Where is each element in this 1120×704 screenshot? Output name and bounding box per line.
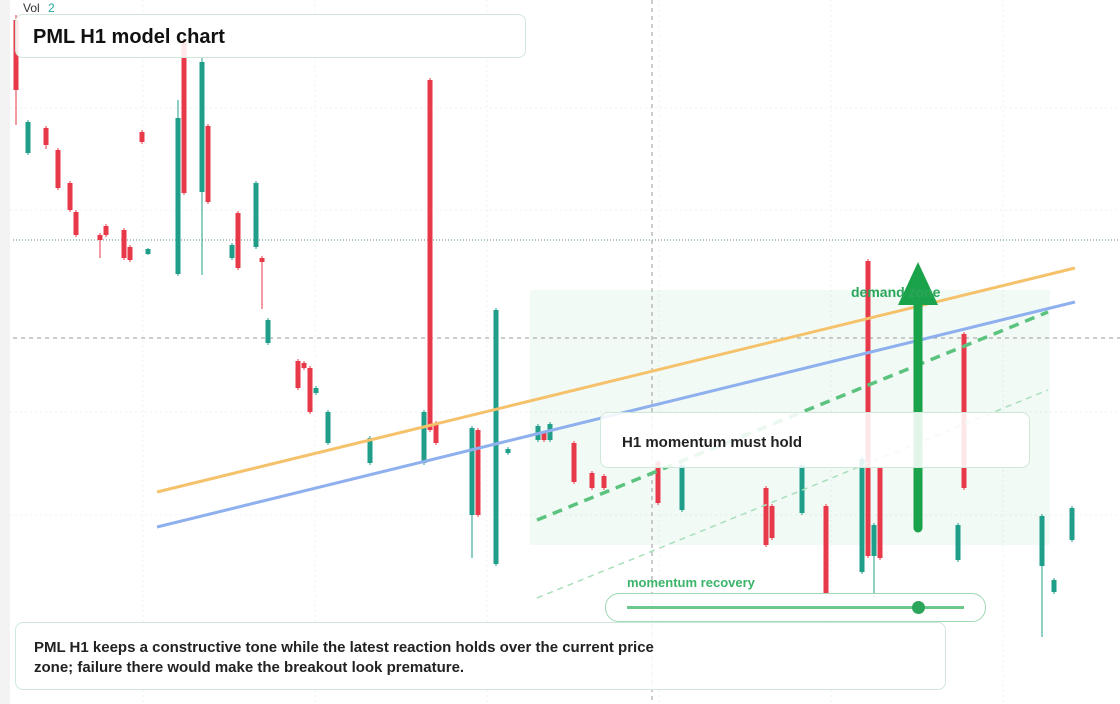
slider[interactable] bbox=[605, 593, 986, 622]
candle-body bbox=[253, 183, 259, 247]
candle-body bbox=[421, 412, 427, 463]
channel-line-lower bbox=[536, 389, 1049, 599]
candle-body bbox=[205, 126, 211, 202]
candle-body bbox=[955, 525, 961, 560]
callout-box: H1 momentum must hold bbox=[600, 412, 1030, 468]
candle-body bbox=[103, 226, 109, 235]
candle-body bbox=[505, 449, 511, 453]
grid bbox=[10, 0, 1120, 704]
candle-body bbox=[799, 465, 805, 513]
candle-body bbox=[679, 465, 685, 510]
candle-body bbox=[127, 247, 133, 260]
volume-value: 2 bbox=[48, 1, 55, 15]
zone-label: demand zone bbox=[851, 284, 941, 300]
candle-body bbox=[1069, 508, 1075, 540]
candle-body bbox=[139, 132, 145, 142]
volume-label: Vol bbox=[23, 1, 40, 15]
candle-body bbox=[25, 122, 31, 153]
callout-text: H1 momentum must hold bbox=[622, 434, 803, 451]
candle-body bbox=[121, 230, 127, 258]
candle-body bbox=[145, 249, 151, 254]
title-box: PML H1 model chart bbox=[15, 14, 526, 58]
candle-body bbox=[589, 473, 595, 488]
candle-body bbox=[67, 183, 73, 210]
candle-body bbox=[235, 213, 241, 268]
left-edge bbox=[0, 0, 10, 704]
candle-body bbox=[763, 488, 769, 545]
note-text: PML H1 keeps a constructive tone while t… bbox=[34, 639, 654, 676]
candle-body bbox=[175, 118, 181, 274]
candle-body bbox=[367, 438, 373, 463]
candle-body bbox=[859, 459, 865, 572]
slider-knob[interactable] bbox=[912, 601, 925, 614]
candle-body bbox=[769, 506, 775, 538]
candle-body bbox=[427, 80, 433, 430]
candle-body bbox=[541, 433, 547, 440]
candle-body bbox=[823, 506, 829, 594]
candle-body bbox=[325, 412, 331, 443]
chart-title: PML H1 model chart bbox=[33, 26, 225, 48]
candle-body bbox=[301, 363, 307, 368]
candle-body bbox=[433, 423, 439, 443]
note-box: PML H1 keeps a constructive tone while t… bbox=[15, 622, 946, 690]
candle-body bbox=[259, 258, 265, 262]
candle-body bbox=[871, 525, 877, 556]
slider-label: momentum recovery bbox=[627, 575, 755, 590]
candle-body bbox=[97, 235, 103, 240]
candle-body bbox=[313, 388, 319, 393]
candle-body bbox=[229, 245, 235, 258]
candle-body bbox=[571, 443, 577, 482]
candles bbox=[13, 15, 1075, 637]
candle-body bbox=[199, 62, 205, 192]
arrow-head bbox=[898, 262, 938, 305]
candle-body bbox=[265, 320, 271, 343]
slider-track bbox=[627, 606, 964, 609]
candle-body bbox=[295, 361, 301, 388]
candle-body bbox=[181, 40, 187, 193]
candle-body bbox=[655, 462, 661, 503]
candle-body bbox=[73, 212, 79, 235]
candle-body bbox=[475, 430, 481, 515]
candle-body bbox=[961, 334, 967, 488]
candle-body bbox=[43, 128, 49, 145]
candle-body bbox=[55, 150, 61, 188]
candle-body bbox=[493, 310, 499, 564]
candle-body bbox=[1039, 516, 1045, 566]
candle-body bbox=[1051, 580, 1057, 592]
candle-body bbox=[307, 368, 313, 412]
candle-body bbox=[877, 468, 883, 558]
candle-body bbox=[865, 261, 871, 556]
candle-body bbox=[601, 476, 607, 488]
candle-body bbox=[469, 428, 475, 515]
